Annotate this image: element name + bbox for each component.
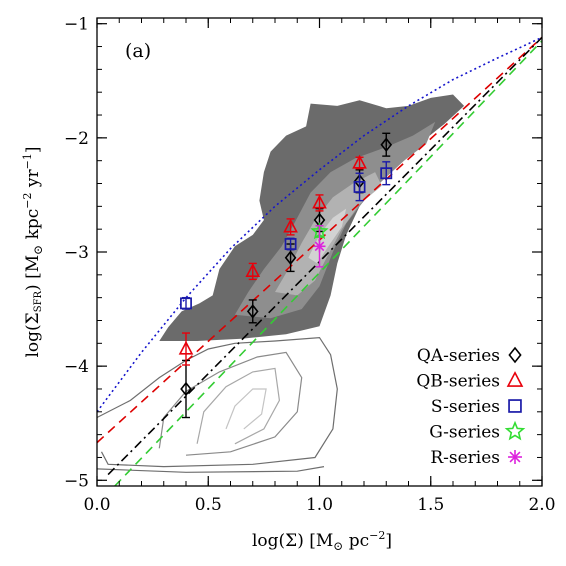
- contour-line-1: [158, 351, 303, 456]
- legend-marker-g-series: [504, 420, 526, 441]
- contour-line-4: [97, 466, 325, 473]
- fit-line-dashed-2: [114, 40, 542, 486]
- panel-label: (a): [125, 40, 151, 62]
- legend-marker-qb-series: [506, 371, 524, 387]
- r-series-point-0: [313, 240, 326, 253]
- qa-series-point-0: [180, 381, 192, 397]
- contour-line-2: [196, 367, 281, 445]
- density-level-3: [308, 208, 347, 264]
- x-tick-label: 1.0: [306, 495, 333, 515]
- y-axis-label: log(ΣSFR) [M⊙ kpc−2 yr−1]: [21, 146, 45, 357]
- x-tick-label: 0.5: [195, 495, 222, 515]
- fit-line-dashdot-1: [107, 36, 542, 476]
- s-series-point-1: [284, 238, 297, 250]
- y-tick-label: −3: [64, 243, 89, 263]
- qb-series-point-0: [178, 340, 194, 355]
- y-tick-label: −1: [64, 15, 89, 35]
- qb-series-point-4: [352, 154, 367, 169]
- legend-marker-r-series-stroke: [509, 451, 521, 463]
- x-tick-label: 1.5: [417, 495, 444, 515]
- legend-label-s-series: S-series: [431, 397, 500, 417]
- contour-line-3: [225, 388, 267, 430]
- qb-series-point-1: [245, 263, 261, 278]
- y-tick-label: −4: [64, 357, 89, 377]
- data-points: [178, 132, 393, 419]
- qb-series-point-2: [283, 218, 298, 233]
- legend-label-r-series: R-series: [430, 448, 500, 468]
- legend-label-qb-series: QB-series: [416, 372, 500, 392]
- legend-marker-qa-series: [508, 346, 522, 364]
- x-tick-label: 2.0: [528, 495, 555, 515]
- r-series-point-0-stroke: [314, 241, 325, 252]
- y-tick-label: −2: [64, 129, 89, 149]
- legend-label-g-series: G-series: [429, 423, 500, 443]
- s-series-point-2: [353, 180, 366, 193]
- s-series-point-3: [380, 167, 393, 180]
- qa-series-point-2: [284, 250, 297, 265]
- legend-label-qa-series: QA-series: [417, 346, 500, 366]
- qa-series-point-1: [246, 304, 259, 319]
- legend-marker-s-series: [508, 399, 522, 413]
- contour-line-0: [97, 336, 338, 468]
- fit-line-dotted-3: [97, 36, 542, 413]
- s-series-point-0: [180, 297, 192, 310]
- axis-ticks: 0.0 0.5 1.0 1.5 2.0 −5 −4 −3 −2 −1: [64, 15, 556, 515]
- x-axis-label: log(Σ) [M⊙ pc−2]: [252, 529, 392, 553]
- x-tick-label: 0.0: [83, 495, 110, 515]
- legend: QA-series QB-series S-series G-series R-seri…: [416, 346, 526, 468]
- qb-series-point-3: [312, 194, 327, 209]
- y-tick-label: −5: [64, 471, 89, 491]
- qa-series-point-5: [380, 137, 393, 152]
- legend-marker-r-series: [508, 450, 522, 464]
